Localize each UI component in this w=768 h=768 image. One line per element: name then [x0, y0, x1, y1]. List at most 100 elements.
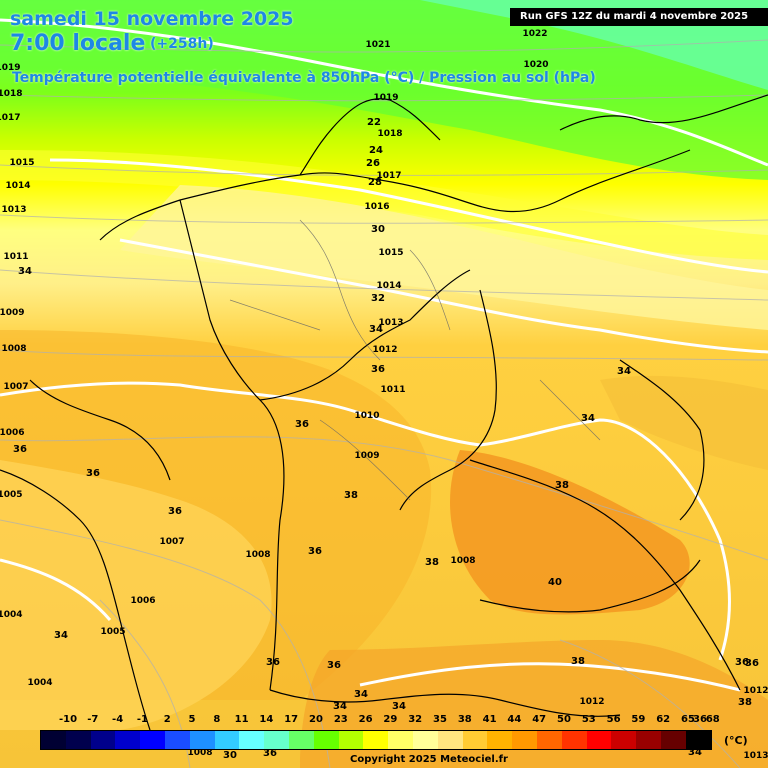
- temperature-label: 36: [745, 658, 759, 669]
- border-line: [399, 289, 497, 511]
- temperature-label: 38: [425, 557, 439, 568]
- pressure-label: 1012: [579, 697, 604, 707]
- forecast-date-title: samedi 15 novembre 2025: [10, 8, 294, 30]
- pressure-label: 1012: [372, 345, 397, 355]
- pressure-label: 1008: [245, 550, 270, 560]
- orange-zone-center: [450, 450, 690, 615]
- border-line: [299, 98, 441, 176]
- pressure-label: 1015: [378, 248, 403, 258]
- pressure-label: 1016: [364, 202, 389, 212]
- border-line: [479, 559, 701, 613]
- temperature-label: 30: [371, 224, 385, 235]
- temperature-label: 28: [368, 177, 382, 188]
- legend-tick: 44: [507, 714, 522, 725]
- pressure-label: 1013: [1, 205, 26, 215]
- legend-tick: 41: [482, 714, 497, 725]
- legend-swatch: [264, 731, 289, 749]
- pressure-label: 1007: [159, 537, 184, 547]
- legend-tick: 29: [383, 714, 398, 725]
- isobar: [0, 214, 768, 224]
- temperature-label: 26: [366, 158, 380, 169]
- pressure-label: 1006: [0, 428, 25, 438]
- temperature-label: 34: [581, 413, 595, 424]
- legend-swatch: [660, 731, 686, 749]
- temperature-label: 36: [308, 546, 322, 557]
- legend-tick: 68: [705, 714, 720, 725]
- region-line: [299, 219, 381, 361]
- legend-swatch: [487, 731, 513, 749]
- pressure-label: 1005: [0, 490, 23, 500]
- temperature-label: 36: [693, 714, 707, 725]
- copyright-notice: Copyright 2025 Meteociel.fr: [350, 754, 508, 765]
- legend-swatch: [115, 731, 141, 749]
- legend-tick: 11: [234, 714, 249, 725]
- border-line: [29, 379, 171, 481]
- temperature-label: 36: [266, 657, 280, 668]
- temperature-label: 34: [617, 366, 631, 377]
- isobar: [0, 436, 768, 561]
- temperature-label: 36: [295, 419, 309, 430]
- legend-tick: 32: [408, 714, 423, 725]
- legend-swatch: [462, 731, 488, 749]
- forecast-time: 7:00 locale: [10, 31, 146, 56]
- legend-tick: 56: [606, 714, 621, 725]
- country-borders: [0, 94, 768, 731]
- isobar: [0, 349, 768, 361]
- legend-tick: -7: [87, 714, 99, 725]
- legend-swatch: [90, 731, 116, 749]
- pressure-label: 1008: [187, 748, 212, 758]
- temperature-label: 38: [344, 490, 358, 501]
- temperature-label: 34: [54, 630, 68, 641]
- pressure-label: 1022: [522, 29, 547, 39]
- legend-tick: -1: [136, 714, 148, 725]
- legend-tick: 38: [457, 714, 472, 725]
- isobar: [0, 519, 331, 768]
- legend-swatch: [140, 731, 165, 749]
- legend-tick: 59: [631, 714, 646, 725]
- temperature-label: 38: [738, 697, 752, 708]
- legend-swatch: [313, 731, 339, 749]
- isoline: [0, 18, 768, 167]
- temperature-label: 36: [86, 468, 100, 479]
- yellow-band: [0, 150, 768, 260]
- legend-swatch: [41, 731, 66, 749]
- temperature-label: 34: [369, 324, 383, 335]
- pressure-label: 1013: [378, 318, 403, 328]
- legend-swatch: [586, 731, 612, 749]
- legend-tick: -4: [112, 714, 124, 725]
- isoline: [49, 158, 768, 274]
- legend-swatch: [239, 731, 265, 749]
- legend-swatch: [536, 731, 562, 749]
- pressure-label: 1017: [376, 171, 401, 181]
- border-line: [269, 689, 621, 717]
- light-yellow-zone: [120, 185, 768, 330]
- pressure-label: 1004: [27, 678, 52, 688]
- pressure-label: 1019: [0, 63, 21, 73]
- legend-swatch: [561, 731, 587, 749]
- isobar: [0, 164, 768, 176]
- temperature-label: 30: [223, 750, 237, 761]
- border-line: [619, 359, 705, 521]
- temperature-label: 34: [333, 701, 347, 712]
- temperature-label: 40: [548, 577, 562, 588]
- legend-tick: 2: [163, 714, 171, 725]
- legend-tick: 65: [681, 714, 695, 725]
- temperature-label: 36: [13, 444, 27, 455]
- run-info-box: Run GFS 12Z du mardi 4 novembre 2025: [510, 8, 768, 26]
- pressure-label: 1015: [9, 158, 34, 168]
- temperature-label: 36: [735, 657, 749, 668]
- temperature-labels: 2224262830323436343636363636383838403834…: [13, 117, 759, 761]
- legend-tick: 23: [333, 714, 348, 725]
- region-line: [539, 379, 601, 441]
- temperature-label: 22: [367, 117, 381, 128]
- pressure-label: 1008: [1, 344, 26, 354]
- legend-swatch: [611, 731, 637, 749]
- pressure-label: 1018: [377, 129, 402, 139]
- legend-swatch: [189, 731, 215, 749]
- isobar: [0, 94, 768, 102]
- forecast-lead-time: (+258h): [150, 36, 214, 52]
- temperature-label: 36: [327, 660, 341, 671]
- light-zone-southwest: [0, 460, 272, 730]
- pressure-label: 1007: [3, 382, 28, 392]
